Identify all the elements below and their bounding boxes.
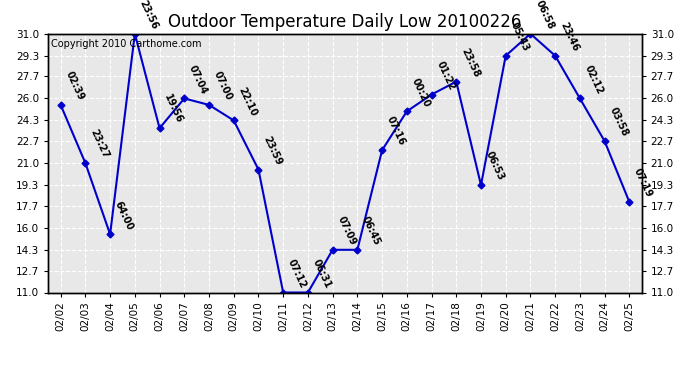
Text: 07:16: 07:16 [385, 115, 407, 147]
Text: 07:09: 07:09 [335, 215, 357, 247]
Text: 23:58: 23:58 [459, 46, 481, 79]
Text: 07:12: 07:12 [286, 257, 308, 290]
Text: 06:31: 06:31 [310, 257, 333, 290]
Text: 64:00: 64:00 [113, 199, 135, 231]
Text: Copyright 2010 Carthome.com: Copyright 2010 Carthome.com [51, 39, 201, 49]
Text: 00:20: 00:20 [410, 76, 432, 109]
Text: 23:27: 23:27 [88, 128, 110, 160]
Text: 23:59: 23:59 [262, 135, 284, 167]
Text: 06:53: 06:53 [484, 150, 506, 182]
Text: 19:56: 19:56 [162, 93, 184, 125]
Text: 07:19: 07:19 [632, 167, 654, 199]
Text: 02:39: 02:39 [63, 70, 86, 102]
Text: 23:46: 23:46 [558, 21, 580, 53]
Text: 05:43: 05:43 [509, 21, 531, 53]
Text: 07:00: 07:00 [212, 70, 234, 102]
Title: Outdoor Temperature Daily Low 20100226: Outdoor Temperature Daily Low 20100226 [168, 13, 522, 31]
Text: 23:56: 23:56 [137, 0, 160, 31]
Text: 03:58: 03:58 [607, 106, 629, 138]
Text: 06:45: 06:45 [360, 215, 382, 247]
Text: 01:22: 01:22 [434, 60, 457, 92]
Text: 06:58: 06:58 [533, 0, 555, 31]
Text: 02:12: 02:12 [582, 63, 605, 96]
Text: 22:10: 22:10 [237, 86, 259, 118]
Text: 07:04: 07:04 [187, 63, 209, 96]
